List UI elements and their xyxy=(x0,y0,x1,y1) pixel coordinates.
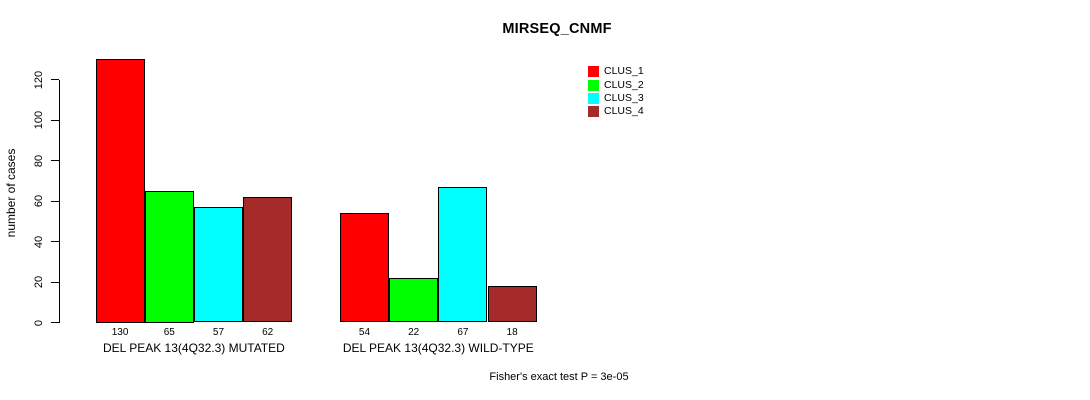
legend-item-label: CLUS_4 xyxy=(604,105,644,118)
legend-swatch-clus_1 xyxy=(588,66,599,78)
bar-value-label: 62 xyxy=(262,327,274,338)
y-tick-label: 120 xyxy=(33,70,45,89)
bar-value-label: 130 xyxy=(111,327,129,338)
legend-swatch-clus_4 xyxy=(588,106,599,118)
annotation-text: Fisher's exact test P = 3e-05 xyxy=(489,371,629,383)
y-tick-label: 80 xyxy=(33,154,45,167)
y-tick-label: 100 xyxy=(33,110,45,130)
bar-clus_3-group2 xyxy=(438,186,488,323)
bar-value-label: 67 xyxy=(457,327,469,338)
bar-clus_2-group2 xyxy=(389,277,439,323)
category-label: DEL PEAK 13(4Q32.3) WILD-TYPE xyxy=(342,341,534,355)
y-tick-label: 20 xyxy=(33,275,45,289)
legend-item-label: CLUS_1 xyxy=(604,65,644,78)
bar-clus_1-group1 xyxy=(95,59,145,323)
legend-item: CLUS_1 xyxy=(588,65,644,78)
bar-value-label: 65 xyxy=(163,327,175,338)
y-tick-label: 0 xyxy=(33,319,45,326)
y-tick xyxy=(51,281,59,283)
bar-clus_4-group1 xyxy=(243,196,293,323)
legend-item-label: CLUS_2 xyxy=(604,78,644,91)
legend-item: CLUS_2 xyxy=(588,78,644,91)
bar-clus_1-group2 xyxy=(339,213,390,323)
bar-value-label: 18 xyxy=(506,327,518,338)
y-tick xyxy=(51,322,59,323)
y-tick xyxy=(51,160,59,161)
bar-clus_2-group1 xyxy=(144,190,194,323)
y-tick-label: 40 xyxy=(33,235,45,248)
bar-value-label: 54 xyxy=(358,327,371,338)
legend-item: CLUS_4 xyxy=(588,105,644,118)
y-tick xyxy=(51,200,59,202)
category-label: DEL PEAK 13(4Q32.3) MUTATED xyxy=(102,341,285,355)
y-tick-label: 60 xyxy=(33,194,45,208)
legend-swatch-clus_3 xyxy=(588,92,599,104)
legend-item-label: CLUS_3 xyxy=(604,91,644,104)
bar-value-label: 22 xyxy=(408,327,420,338)
legend-swatch-clus_2 xyxy=(588,79,599,91)
y-axis-line xyxy=(58,79,60,323)
bar-clus_4-group2 xyxy=(487,286,537,323)
y-tick xyxy=(51,79,59,80)
legend-item: CLUS_3 xyxy=(588,92,644,105)
bar-clus_3-group1 xyxy=(193,207,244,323)
y-tick xyxy=(51,119,59,121)
y-tick xyxy=(51,241,59,242)
bar-value-label: 57 xyxy=(212,327,225,338)
chart-title: MIRSEQ_CNMF xyxy=(502,21,612,37)
